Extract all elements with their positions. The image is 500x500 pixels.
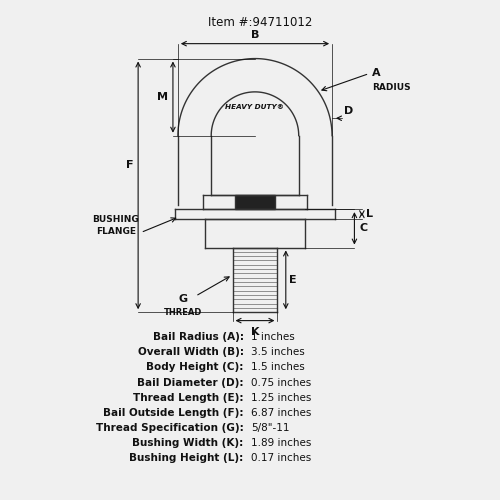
Text: A: A: [372, 68, 380, 78]
Text: Bail Radius (A):: Bail Radius (A):: [152, 332, 244, 342]
Text: Overall Width (B):: Overall Width (B):: [138, 347, 244, 357]
Text: L: L: [366, 209, 373, 219]
Text: D: D: [344, 106, 354, 116]
Text: Bail Diameter (D):: Bail Diameter (D):: [137, 378, 244, 388]
Text: BUSHING
FLANGE: BUSHING FLANGE: [92, 214, 139, 236]
Text: 0.75 inches: 0.75 inches: [252, 378, 312, 388]
Text: Item #:94711012: Item #:94711012: [208, 16, 312, 30]
Text: F: F: [126, 160, 133, 170]
Text: 1.89 inches: 1.89 inches: [252, 438, 312, 448]
Text: 1.25 inches: 1.25 inches: [252, 392, 312, 402]
Text: M: M: [157, 92, 168, 102]
Text: Body Height (C):: Body Height (C):: [146, 362, 244, 372]
Text: Bushing Height (L):: Bushing Height (L):: [130, 454, 244, 464]
Text: 5/8"-11: 5/8"-11: [252, 423, 290, 433]
Text: Thread Length (E):: Thread Length (E):: [133, 392, 244, 402]
Text: K: K: [250, 326, 259, 336]
Text: 1 inches: 1 inches: [252, 332, 295, 342]
Bar: [235, 196, 275, 209]
Text: Bushing Width (K):: Bushing Width (K):: [132, 438, 244, 448]
Text: Thread Specification (G):: Thread Specification (G):: [96, 423, 244, 433]
Text: Bail Outside Length (F):: Bail Outside Length (F):: [103, 408, 244, 418]
Text: 3.5 inches: 3.5 inches: [252, 347, 305, 357]
Text: 0.17 inches: 0.17 inches: [252, 454, 312, 464]
Text: E: E: [290, 275, 297, 285]
Text: B: B: [251, 30, 259, 40]
Text: HEAVY DUTY®: HEAVY DUTY®: [226, 104, 284, 110]
Text: THREAD: THREAD: [164, 308, 202, 317]
Text: G: G: [178, 294, 188, 304]
Text: RADIUS: RADIUS: [372, 83, 410, 92]
Text: C: C: [360, 224, 368, 234]
Text: 1.5 inches: 1.5 inches: [252, 362, 305, 372]
Text: 6.87 inches: 6.87 inches: [252, 408, 312, 418]
